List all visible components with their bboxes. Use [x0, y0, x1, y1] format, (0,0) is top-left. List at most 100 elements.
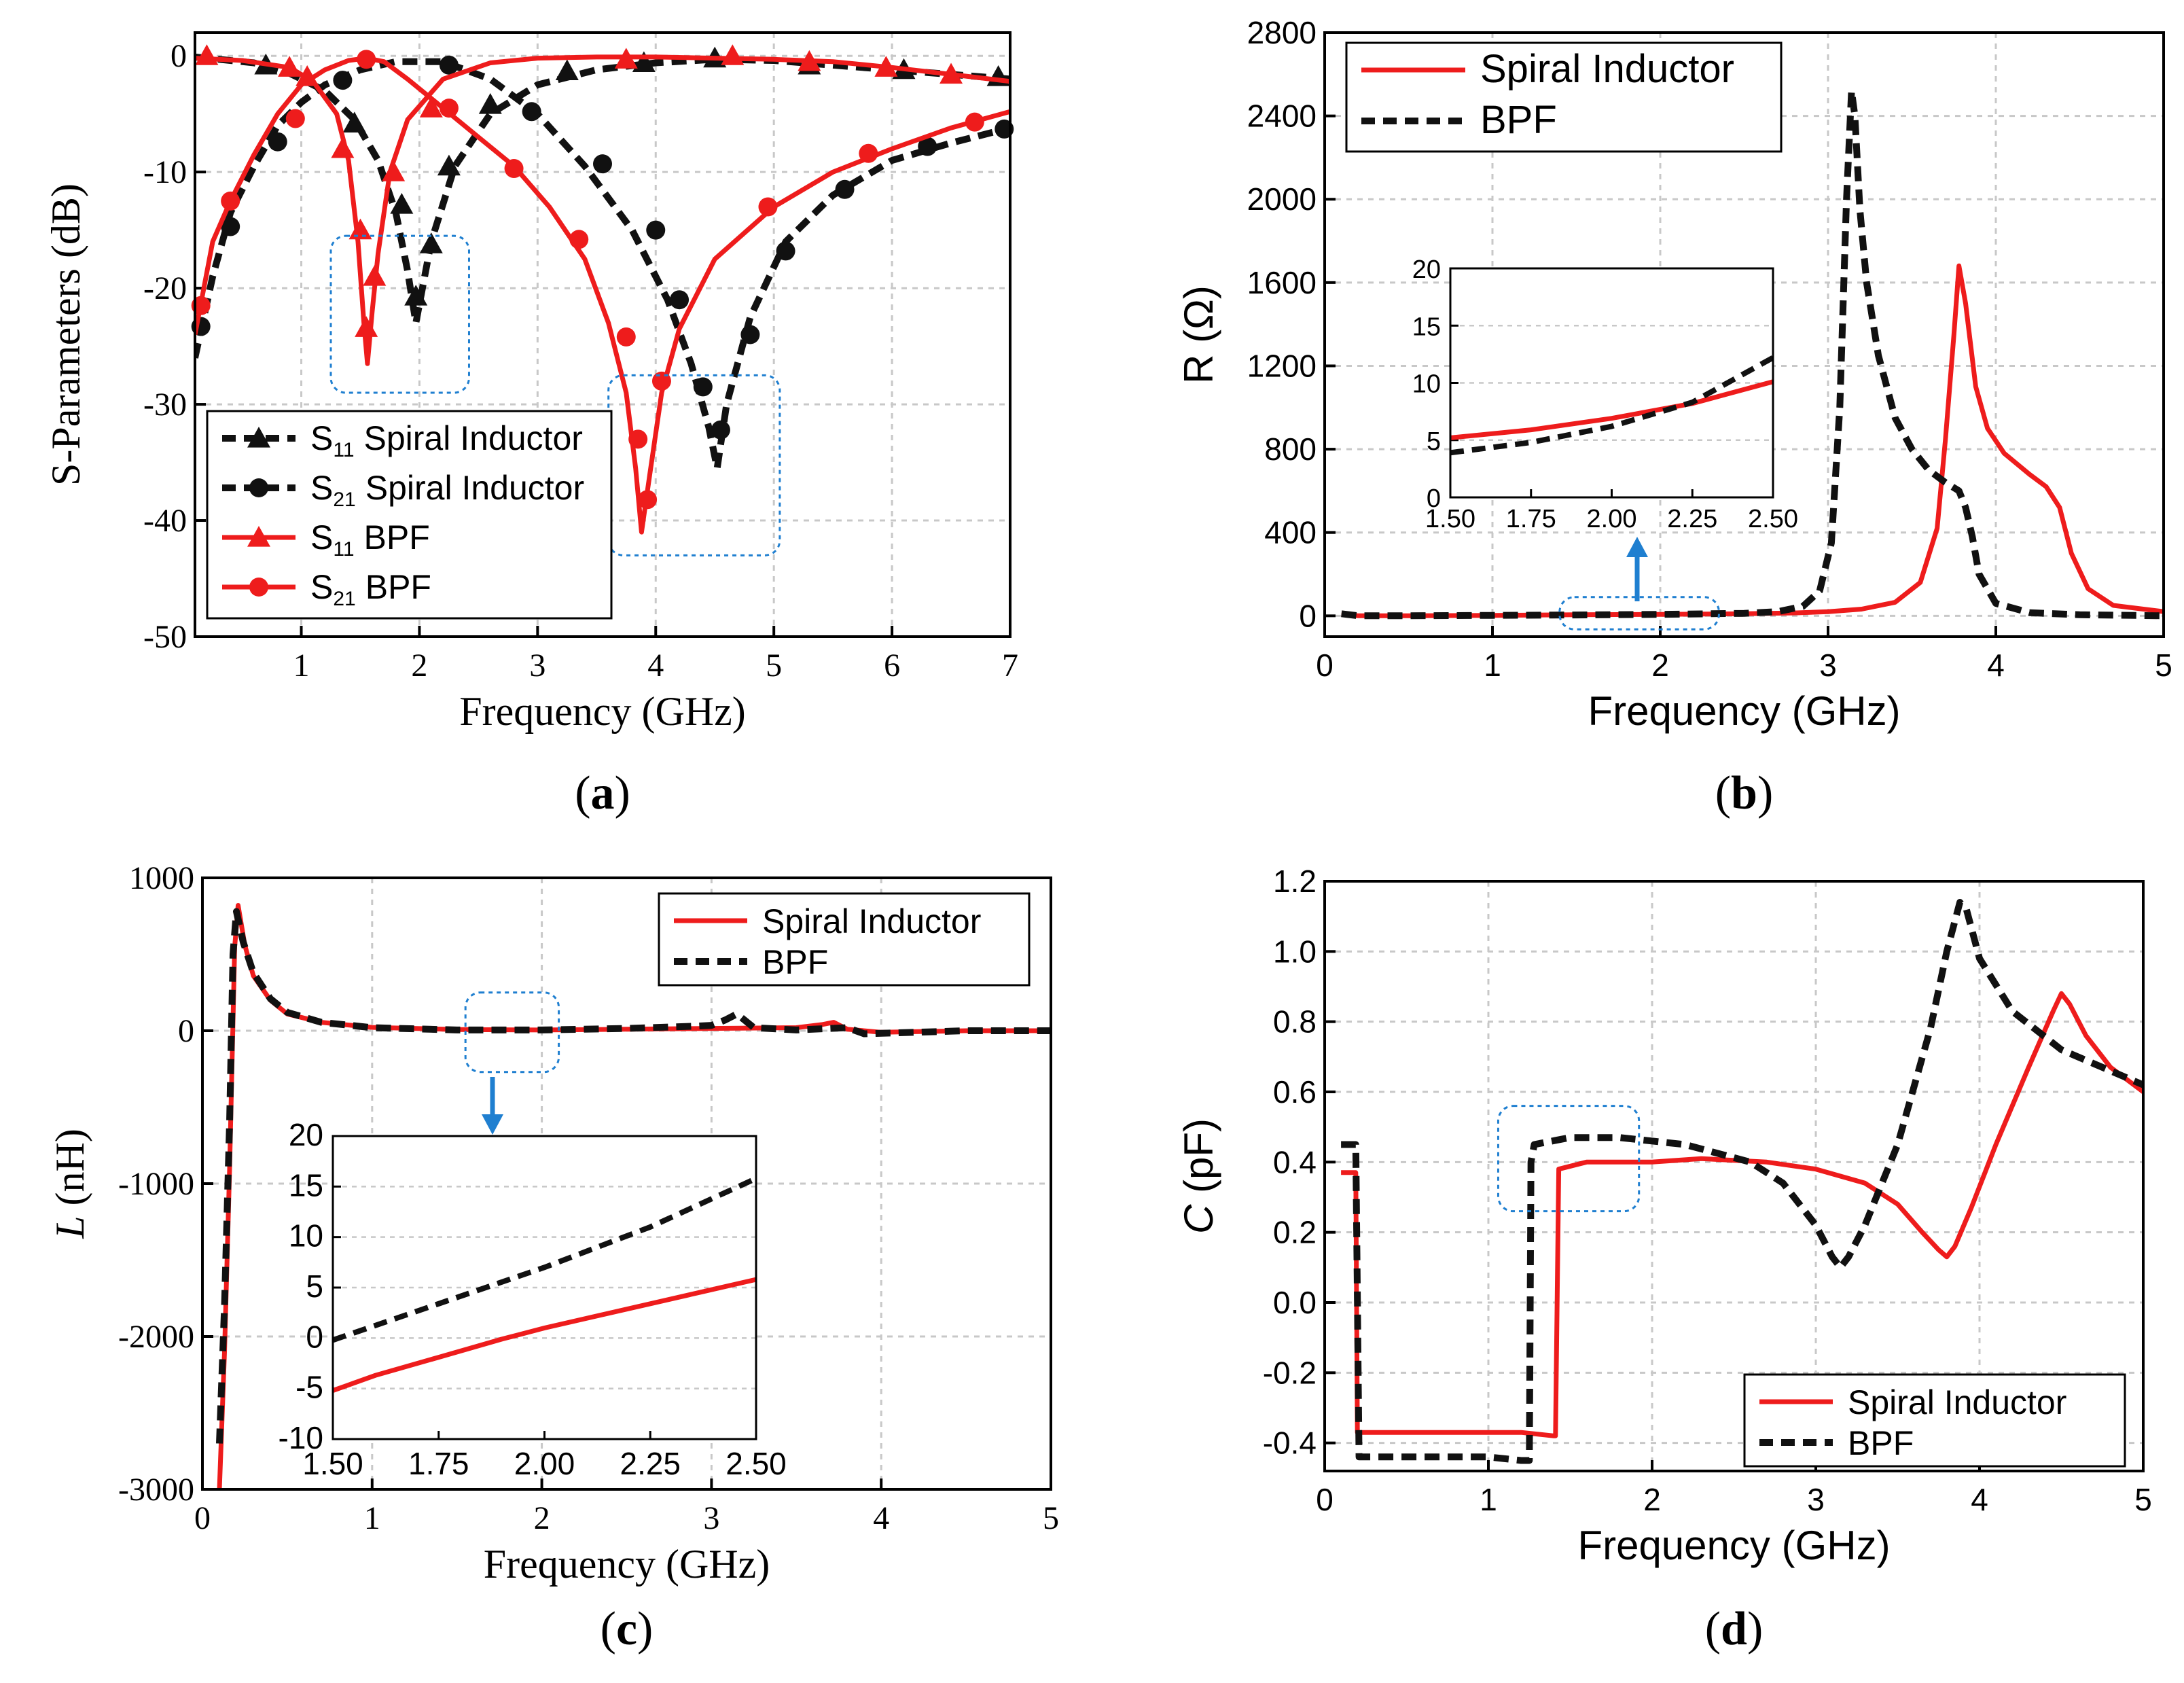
series-line-0	[195, 53, 1010, 327]
triangle-marker	[296, 65, 319, 86]
plot-frame	[1323, 880, 2145, 1472]
inset-frame	[1449, 267, 1774, 499]
triangle-marker	[939, 63, 963, 84]
plot-frame	[194, 31, 1012, 638]
inset-series-line-1	[1450, 355, 1774, 456]
inset-y-tick-label: 15	[289, 1167, 323, 1203]
zoom-arrows	[482, 537, 1648, 1135]
x-tick-label: 3	[1807, 1482, 1825, 1517]
x-tick-label: 4	[1987, 648, 2005, 683]
inset-y-tick-label: 0	[1427, 484, 1441, 513]
circle-marker	[646, 220, 666, 240]
y-tick-label: -20	[143, 270, 187, 306]
legend-label: Spiral Inductor	[762, 902, 981, 940]
circle-marker	[740, 325, 760, 344]
series-markers-2	[195, 44, 963, 337]
y-tick-label: 1600	[1247, 265, 1317, 300]
circle-marker	[268, 132, 287, 152]
circle-marker	[918, 137, 937, 156]
y-axis-title: R (Ω)	[1176, 285, 1221, 384]
legend-label: S21 Spiral Inductor	[310, 469, 584, 511]
x-tick-label: 3	[529, 648, 545, 684]
x-tick-label: 3	[703, 1500, 719, 1536]
x-axis-title: Frequency (GHz)	[1588, 688, 1900, 734]
y-tick-label: -0.2	[1263, 1355, 1317, 1390]
legend-text: BPF	[365, 568, 431, 606]
panel-label-letter: c	[616, 1603, 637, 1655]
y-tick-label: -1000	[118, 1166, 194, 1202]
x-tick-label: 1	[1484, 648, 1501, 683]
triangle-marker	[404, 285, 428, 306]
triangle-marker	[419, 96, 443, 118]
inset-y-tick-label: 0	[306, 1319, 323, 1354]
series-line-2	[195, 54, 1010, 366]
legend-frame	[1345, 41, 1783, 153]
y-tick-label: -30	[143, 387, 187, 423]
y-tick-label: 1.0	[1273, 934, 1317, 969]
panel-label: (c)	[601, 1603, 654, 1655]
inset-y-tick-label: 15	[1412, 313, 1441, 341]
legend-symbol: S	[310, 419, 333, 457]
triangle-marker	[363, 265, 387, 286]
y-tick-label: 1.2	[1273, 864, 1317, 899]
inset-series-line-0	[1450, 379, 1774, 440]
triangle-marker	[632, 51, 656, 73]
x-axis-title: Frequency (GHz)	[484, 1542, 770, 1587]
circle-marker	[221, 191, 240, 211]
x-tick-label: 2	[1651, 648, 1669, 683]
x-tick-label: 2	[1643, 1482, 1661, 1517]
y-axis-title: L (nH)	[48, 1129, 92, 1239]
inset-x-tick-label: 2.25	[1667, 505, 1717, 533]
y-tick-label: 0.0	[1273, 1285, 1317, 1320]
arrow-b-head	[1626, 537, 1648, 557]
series-markers-0	[254, 46, 1010, 306]
legend-label: Spiral Inductor	[1480, 47, 1734, 91]
y-tick-label: 400	[1264, 515, 1317, 550]
y-tick-label: -2000	[118, 1319, 194, 1355]
inset-y-tick-label: -10	[279, 1420, 323, 1455]
circle-marker	[758, 197, 778, 217]
inset-chart: 1.50 1.75 2.00 2.25 2.50 0 5 10 15 20	[1412, 255, 1798, 533]
circle-marker	[638, 490, 658, 510]
y-axis-title: C (pF)	[1176, 1118, 1221, 1234]
triangle-marker	[331, 137, 355, 158]
x-tick-label: 5	[2134, 1482, 2152, 1517]
legend-text: Spiral Inductor	[365, 469, 584, 507]
x-tick-label: 5	[2155, 648, 2172, 683]
x-tick-label: 6	[884, 648, 900, 684]
series-markers-3	[191, 50, 984, 510]
circle-marker	[965, 112, 984, 132]
triangle-marker	[614, 48, 638, 69]
y-tick-label: 1200	[1247, 348, 1317, 383]
x-tick-label: 5	[1043, 1500, 1059, 1536]
triangle-marker	[195, 44, 219, 65]
y-tick-label: 0.2	[1273, 1215, 1317, 1250]
triangle-marker	[478, 92, 502, 114]
y-tick-label: 2400	[1247, 99, 1317, 134]
y-tick-label: 0.6	[1273, 1074, 1317, 1110]
triangle-marker	[382, 160, 406, 181]
y-axis-title-unit: (nH)	[48, 1129, 92, 1216]
chart-a: 1 2 3 4 5 6 7 0 -10 -20 -30 -40 -50 Frequency (GHz) S-…	[43, 31, 1018, 819]
y-axis-title-unit: (pF)	[1176, 1118, 1221, 1205]
circle-marker	[711, 420, 730, 440]
y-tick-label: 800	[1264, 431, 1317, 467]
circle-marker	[835, 179, 855, 199]
gridlines	[1325, 33, 2164, 637]
y-tick-label: 0.8	[1273, 1004, 1317, 1040]
series-line-1	[195, 58, 1010, 472]
panel-label-letter: a	[591, 767, 615, 819]
series-line-1	[216, 908, 1051, 1444]
inset-x-tick-label: 2.00	[1587, 505, 1637, 533]
inset-x-tick-label: 2.50	[1748, 505, 1798, 533]
x-tick-label: 7	[1002, 648, 1018, 684]
series-line-3	[195, 56, 1010, 535]
zoom-highlight-box	[1497, 1105, 1641, 1213]
panel-label-close: )	[1747, 1603, 1763, 1655]
panel-label: (a)	[575, 767, 630, 819]
chart-c: 0 1 2 3 4 5 1000 0 -1000 -2000 -3000 Frequency (GHz…	[48, 860, 1059, 1655]
inset-frame	[332, 1135, 757, 1440]
